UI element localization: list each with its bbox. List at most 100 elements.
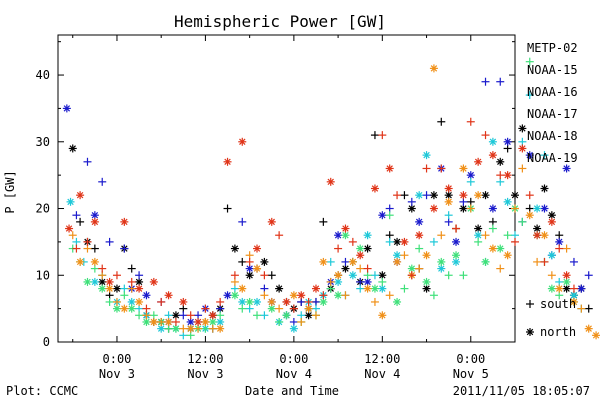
point-noaa-17-south [275,317,284,326]
point-noaa-19-north [341,224,350,233]
point-noaa-17-south [105,297,114,306]
point-noaa-16-north [253,297,262,306]
point-noaa-17-north [496,244,505,253]
point-noaa-18-south [68,231,77,240]
point-noaa-17-south [555,291,564,300]
point-metp-02-north [98,277,107,286]
point-noaa-19-south [540,257,549,266]
point-noaa-17-south [363,271,372,280]
point-metp-02-north [275,284,284,293]
point-noaa-19-south [289,304,298,313]
point-noaa-15-south [238,217,247,226]
point-noaa-19-south [260,271,269,280]
point-noaa-15-south [569,257,578,266]
point-noaa-17-north [562,277,571,286]
point-noaa-19-north [105,277,114,286]
point-noaa-16-north [66,197,75,206]
point-metp-02-south [488,217,497,226]
point-noaa-19-south [201,304,210,313]
point-metp-02-north [260,257,269,266]
point-noaa-17-south [415,244,424,253]
point-noaa-19-north [503,171,512,180]
point-noaa-16-north [90,277,99,286]
point-noaa-18-south [260,291,269,300]
y-tick-label: 40 [36,68,50,82]
point-noaa-19-north [267,217,276,226]
point-noaa-17-north [98,284,107,293]
point-noaa-17-north [127,304,136,313]
point-noaa-18-north [474,191,483,200]
y-tick-label: 0 [43,335,50,349]
point-noaa-18-north [422,251,431,260]
point-noaa-18-north [488,244,497,253]
point-noaa-19-north [326,177,335,186]
x-tick-time: 12:00 [364,352,400,366]
point-noaa-15-north [555,237,564,246]
point-noaa-18-north [503,251,512,260]
point-noaa-19-south [216,297,225,306]
point-metp-02-south [179,304,188,313]
point-metp-02-north [230,244,239,253]
point-noaa-17-north [112,304,121,313]
point-metp-02-north [429,191,438,200]
point-noaa-15-south [311,297,320,306]
point-noaa-15-south [422,191,431,200]
point-noaa-18-south [533,257,542,266]
y-tick-label: 20 [36,202,50,216]
point-noaa-16-north [127,297,136,306]
legend-entry: NOAA-17 [527,107,578,121]
point-noaa-19-south [393,191,402,200]
point-noaa-16-north [533,204,542,213]
point-noaa-16-south [230,284,239,293]
point-noaa-19-south [245,257,254,266]
point-noaa-15-south [179,311,188,320]
point-noaa-17-south [135,311,144,320]
point-metp-02-north [171,311,180,320]
point-noaa-19-south [83,237,92,246]
point-noaa-18-south [275,304,284,313]
plot-frame [57,34,516,343]
point-noaa-15-north [540,204,549,213]
point-noaa-17-south [216,311,225,320]
point-metp-02-north [245,271,254,280]
point-noaa-17-south [518,217,527,226]
point-noaa-15-north [415,217,424,226]
point-noaa-15-south [105,237,114,246]
point-metp-02-north [518,124,527,133]
x-tick-day: Nov 4 [276,367,312,381]
point-noaa-18-south [415,264,424,273]
point-noaa-19-north [488,151,497,160]
point-noaa-18-south [385,291,394,300]
point-metp-02-north [68,144,77,153]
point-noaa-18-north [444,197,453,206]
x-tick-time: 0:00 [103,352,132,366]
point-noaa-15-south [120,244,129,253]
point-noaa-15-north [488,204,497,213]
point-noaa-18-south [112,297,121,306]
point-noaa-17-north [407,264,416,273]
point-noaa-15-south [407,197,416,206]
point-noaa-19-south [319,291,328,300]
point-noaa-18-north [120,304,129,313]
point-noaa-18-north [164,317,173,326]
point-noaa-17-south [474,237,483,246]
point-noaa-15-south [98,177,107,186]
point-noaa-16-south [385,237,394,246]
legend-entry: METP-02 [527,41,578,55]
point-noaa-17-south [400,284,409,293]
point-noaa-19-north [429,204,438,213]
point-metp-02-south [400,191,409,200]
point-noaa-17-north [245,297,254,306]
point-noaa-15-south [289,317,298,326]
point-metp-02-south [503,144,512,153]
point-noaa-15-south [260,284,269,293]
point-noaa-19-south [72,244,81,253]
point-noaa-17-north [334,291,343,300]
chart-title: Hemispheric Power [GW] [174,12,386,31]
point-metp-02-south [267,271,276,280]
point-noaa-19-north [518,144,527,153]
point-noaa-16-north [474,231,483,240]
point-noaa-17-north [142,317,151,326]
point-noaa-18-north [592,331,600,340]
